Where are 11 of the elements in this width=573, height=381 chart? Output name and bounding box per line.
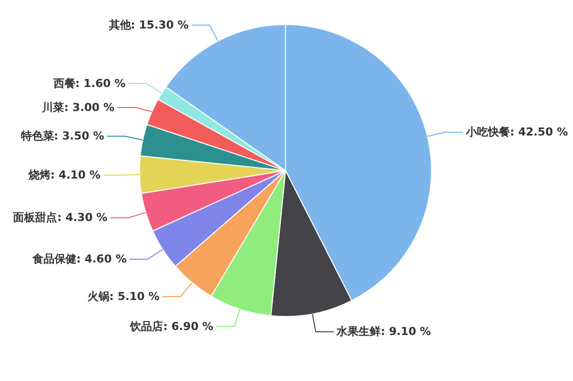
slice-label: 小吃快餐: 42.50 % [464, 126, 568, 139]
slice-label: 面板甜点: 4.30 % [12, 211, 108, 224]
slice-label: 特色菜: 3.50 % [20, 130, 104, 143]
slice-label: 川菜: 3.00 % [41, 100, 114, 114]
slice-label: 烧烤: 4.10 % [27, 168, 101, 182]
slice-label: 其他: 15.30 % [108, 18, 189, 32]
slice-label: 饮品店: 6.90 % [129, 320, 214, 333]
slice-label: 水果生鲜: 9.10 % [336, 325, 431, 338]
slice-label: 火锅: 5.10 % [87, 290, 160, 304]
slice-label: 西餐: 1.60 % [52, 76, 126, 90]
slice-label: 食品保健: 4.60 % [31, 252, 127, 266]
